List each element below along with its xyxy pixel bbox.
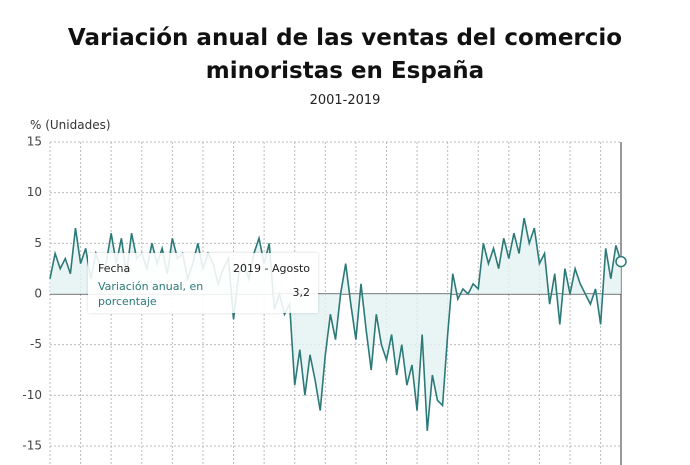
tooltip-series: Variación anual, en porcentaje bbox=[98, 280, 204, 308]
tooltip-date: 2019 - Agosto bbox=[233, 262, 310, 275]
highlight-point bbox=[615, 255, 627, 268]
y-tick-label: 10 bbox=[27, 185, 42, 199]
chart-subtitle: 2001-2019 bbox=[309, 93, 381, 108]
tooltip-value: 3,2 bbox=[292, 286, 311, 299]
y-tick-label: 5 bbox=[34, 236, 42, 250]
y-tick-label: 15 bbox=[27, 135, 42, 149]
tooltip: Fecha 2019 - Agosto Variación anual, en … bbox=[88, 253, 318, 313]
y-tick-label: -10 bbox=[22, 388, 42, 402]
chart-title: Variación anual de las ventas del comerc… bbox=[67, 25, 623, 84]
tooltip-title: Fecha bbox=[98, 262, 131, 275]
y-tick-label: -5 bbox=[30, 337, 42, 351]
y-axis-label: % (Unidades) bbox=[30, 118, 111, 132]
y-tick-label: -15 bbox=[22, 439, 42, 453]
y-tick-label: 0 bbox=[34, 287, 42, 301]
